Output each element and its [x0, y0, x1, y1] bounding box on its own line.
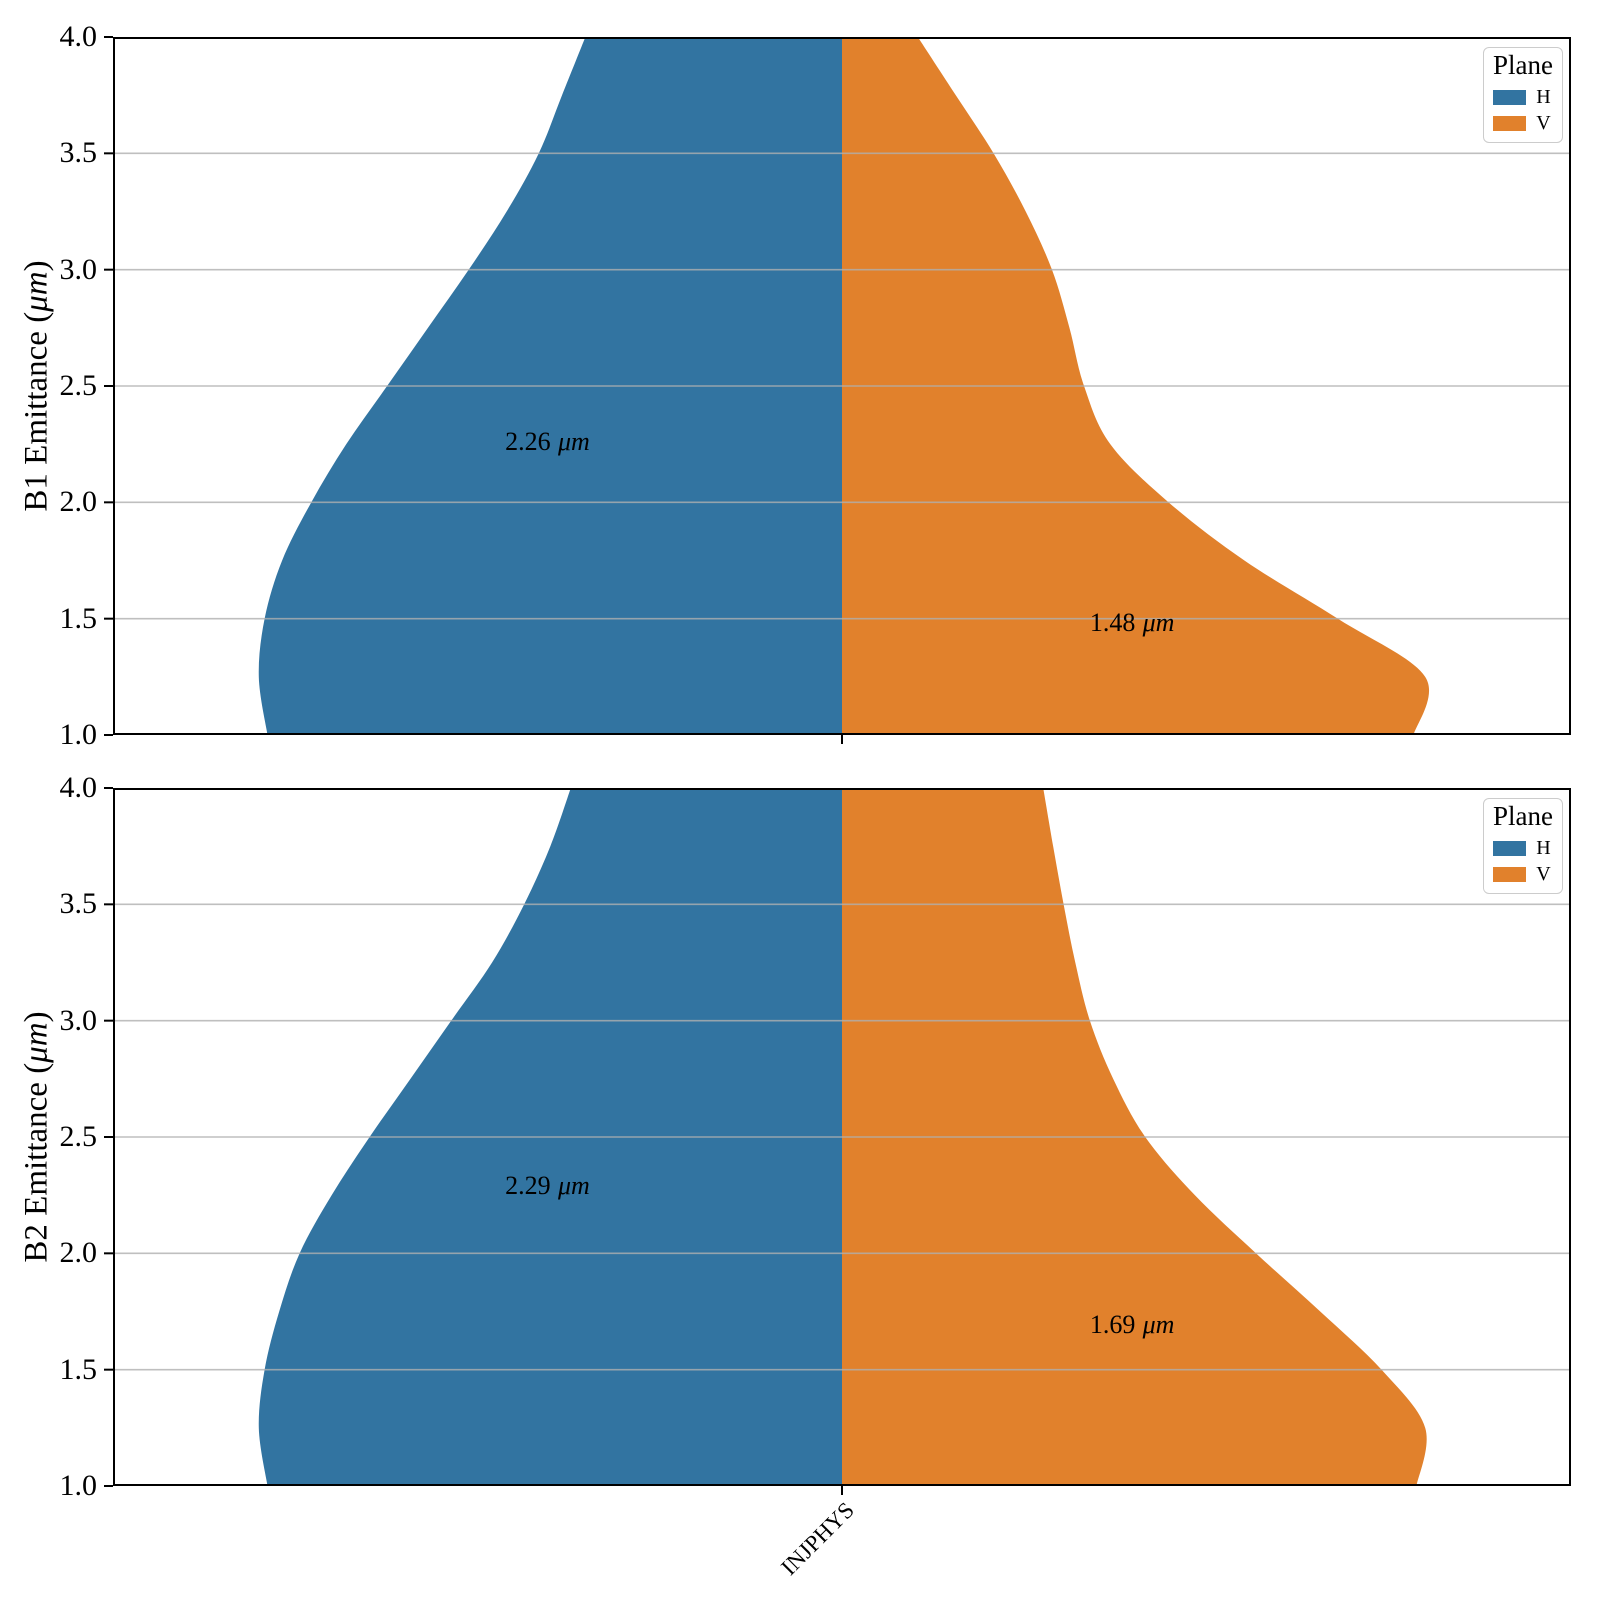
mean-unit: μm: [557, 426, 590, 456]
y-tick-label: 1.0: [59, 718, 98, 751]
mean-value: 2.26: [505, 426, 551, 456]
mean-value: 1.48: [1089, 608, 1136, 638]
legend-entry-v: V: [1493, 113, 1553, 133]
legend-swatch-h: [1493, 89, 1526, 105]
plot-area-b2: [104, 787, 1571, 1495]
mean-unit: μm: [1142, 1310, 1175, 1340]
plot-area-b1: [104, 36, 1571, 744]
y-axis-label-close: ): [18, 260, 55, 272]
legend: Plane H V: [1483, 47, 1563, 144]
y-tick-label: 3.5: [59, 887, 98, 921]
y-tick-label: 4.0: [59, 771, 98, 804]
mean-value: 1.69: [1089, 1310, 1136, 1340]
y-tick-label: 3.0: [59, 252, 98, 286]
mean-unit: μm: [557, 1170, 590, 1200]
y-axis-label-unit: μm: [18, 271, 55, 312]
legend-entry-h: H: [1493, 87, 1553, 107]
y-tick-label: 3.5: [59, 136, 98, 170]
legend-swatch-v: [1493, 866, 1526, 882]
y-tick-label: 2.0: [59, 485, 98, 519]
legend-label-v: V: [1536, 863, 1551, 886]
y-tick-label: 1.5: [59, 1352, 98, 1386]
legend-swatch-v: [1493, 115, 1526, 131]
axes-b2: 4.0 3.5 3.0 2.5 2.0 1.5 1.0 B2 Emittance…: [19, 773, 1571, 1580]
y-axis-label-text: B1 Emittance (: [18, 311, 55, 512]
y-tick-label: 1.5: [59, 601, 98, 635]
axes-spines: [113, 37, 1571, 735]
mean-unit: μm: [1142, 608, 1175, 638]
violin-v-half: [842, 37, 1430, 735]
legend-swatch-h: [1493, 840, 1526, 856]
mean-annotation-b1-h: 2.26 μm: [505, 426, 590, 456]
legend: Plane H V: [1483, 798, 1563, 895]
legend-entry-v: V: [1493, 864, 1553, 884]
y-tick-label: 2.5: [59, 1120, 98, 1153]
y-axis-label-b1: B1 Emittance (μm): [18, 260, 55, 512]
legend-title: Plane: [1493, 801, 1553, 831]
y-axis-label-b2: B2 Emittance (μm): [18, 1011, 55, 1263]
x-tick-label: INJPHYS: [776, 1497, 859, 1581]
legend-label-h: H: [1536, 837, 1551, 860]
y-axis-label-unit: μm: [18, 1022, 55, 1063]
axes-b1: 4.0 3.5 3.0 2.5 2.0 1.5 1.0 B1 Emittance…: [19, 22, 1571, 750]
legend-title: Plane: [1493, 50, 1553, 80]
y-tick-label: 1.0: [59, 1469, 98, 1502]
y-axis-label-close: ): [18, 1011, 55, 1023]
mean-annotation-b2-v: 1.69 μm: [1090, 1312, 1175, 1338]
legend-label-v: V: [1536, 112, 1551, 135]
y-tick-label: 2.0: [59, 1236, 98, 1270]
mean-value: 2.29: [505, 1170, 551, 1200]
mean-annotation-b2-h: 2.29 μm: [505, 1170, 590, 1200]
mean-annotation-b1-v: 1.48 μm: [1090, 610, 1175, 636]
legend-entry-h: H: [1493, 838, 1553, 858]
y-tick-label: 2.5: [59, 369, 98, 402]
legend-label-h: H: [1536, 86, 1551, 109]
y-tick-label: 3.0: [59, 1003, 98, 1037]
axes-spines: [113, 788, 1571, 1486]
y-axis-label-text: B2 Emittance (: [18, 1062, 55, 1263]
y-tick-label: 4.0: [59, 20, 98, 53]
